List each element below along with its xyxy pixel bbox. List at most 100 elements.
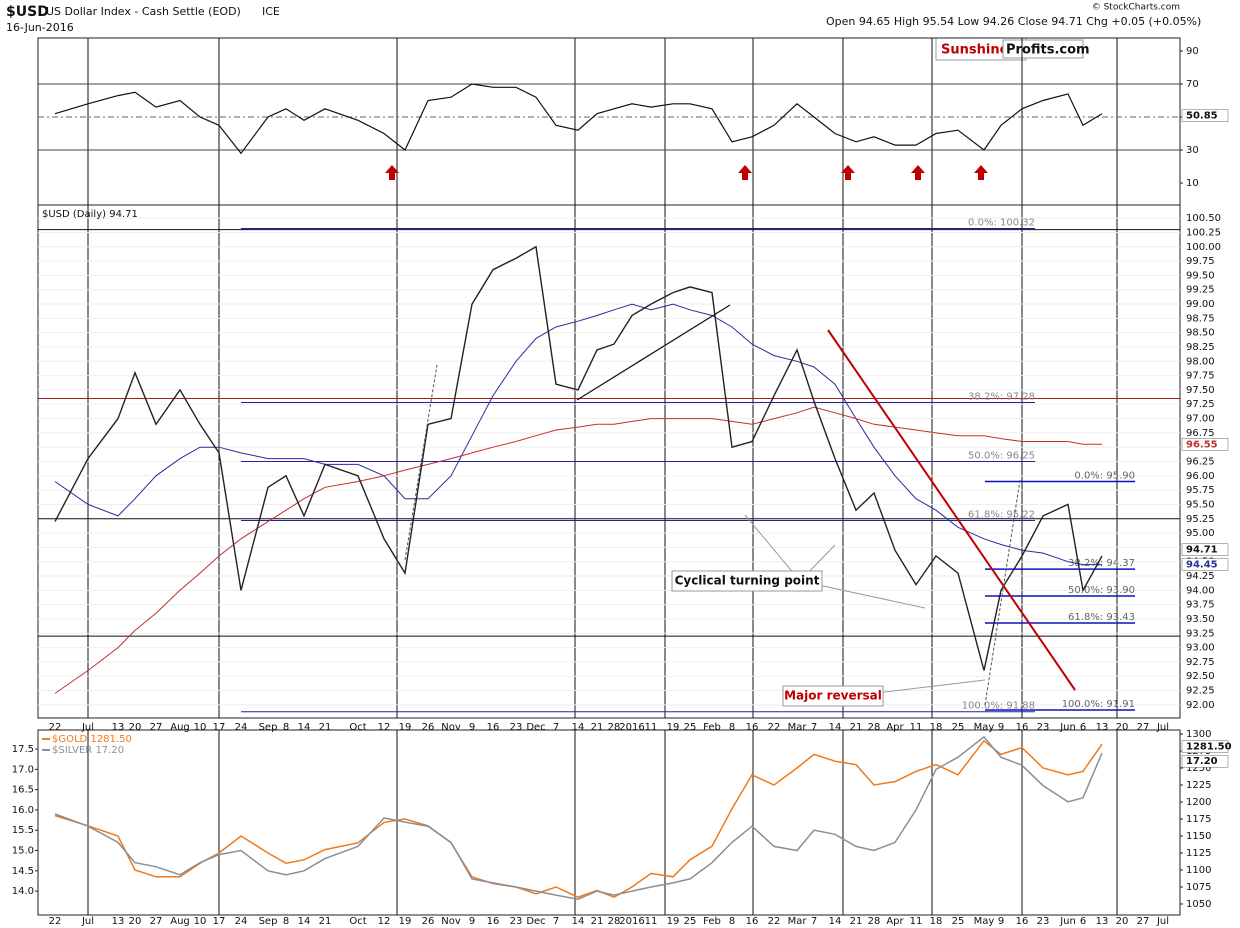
x-tick-label: Jun — [1059, 916, 1076, 927]
x-tick-label: Feb — [703, 722, 721, 733]
x-tick-label: 25 — [684, 916, 697, 927]
x-tick-label: 27 — [1137, 722, 1150, 733]
red-arrow — [385, 165, 399, 180]
instrument-name: US Dollar Index - Cash Settle (EOD) — [46, 5, 241, 18]
x-tick-label: 7 — [553, 722, 559, 733]
price-tick-label: 94.00 — [1186, 585, 1215, 596]
x-tick-label: 18 — [930, 916, 943, 927]
x-tick-label: 7 — [811, 722, 817, 733]
metal-line — [54, 735, 1103, 900]
red-arrow — [974, 165, 988, 180]
x-tick-label: Mar — [788, 722, 808, 733]
price-tick-label: 96.00 — [1186, 471, 1215, 482]
gold-tick-label: 1175 — [1186, 814, 1211, 825]
x-tick-label: Aug — [170, 722, 190, 733]
price-tick-label: 97.00 — [1186, 414, 1215, 425]
x-tick-label: 11 — [645, 916, 658, 927]
x-tick-label: Feb — [703, 916, 721, 927]
x-tick-label: 20 — [1116, 722, 1129, 733]
x-tick-label: 6 — [1080, 916, 1086, 927]
silver-tick-label: 16.0 — [12, 805, 34, 816]
x-tick-label: 16 — [487, 722, 500, 733]
x-tick-label: 16 — [1016, 916, 1029, 927]
x-tick-label: 28 — [868, 722, 881, 733]
x-tick-label: Nov — [441, 722, 461, 733]
annotation-box — [671, 570, 823, 592]
legend-name: $USD (Daily) — [42, 209, 106, 220]
x-tick-label: 27 — [150, 722, 163, 733]
x-tick-label: Dec — [526, 722, 545, 733]
x-tick-label: 21 — [591, 916, 604, 927]
fib-label: 50.0%: 96.25 — [968, 451, 1035, 462]
x-tick-label: 25 — [952, 916, 965, 927]
fib-label-short: 50.0%: 93.90 — [1068, 585, 1135, 596]
gold-tick-label: 1050 — [1186, 899, 1211, 910]
price-legend: $USD (Daily) 94.71 — [42, 209, 138, 220]
x-tick-label: 26 — [422, 916, 435, 927]
x-tick-label: 9 — [469, 916, 475, 927]
x-tick-label: 23 — [1037, 916, 1050, 927]
x-tick-label: Jul — [81, 916, 94, 927]
x-tick-label: 23 — [1037, 722, 1050, 733]
x-tick-label: 19 — [399, 916, 412, 927]
dash-line — [984, 479, 1021, 706]
x-tick-label: 21 — [591, 722, 604, 733]
fib-label: 100.0%: 91.88 — [962, 701, 1035, 712]
ohlc: Open 94.65 High 95.54 Low 94.26 Close 94… — [826, 15, 1201, 28]
metals-panel — [37, 729, 1181, 916]
x-tick-label: 16 — [487, 916, 500, 927]
silver-tick-label: 16.5 — [12, 785, 34, 796]
x-tick-label: 23 — [510, 722, 523, 733]
red-arrow — [738, 165, 752, 180]
x-tick-label: 7 — [553, 916, 559, 927]
annotation-box — [782, 685, 884, 707]
price-last-box — [1181, 543, 1229, 556]
date: 16-Jun-2016 — [6, 21, 74, 34]
x-tick-label: 11 — [645, 722, 658, 733]
silver-tick-label: 15.0 — [12, 845, 34, 856]
fib-label-short: 100.0%: 91.91 — [1062, 699, 1135, 710]
x-tick-label: 24 — [235, 916, 248, 927]
gold-tick-label: 1200 — [1186, 797, 1211, 808]
x-tick-label: 17 — [213, 916, 226, 927]
gold-tick-label: 1075 — [1186, 882, 1211, 893]
price-tick-label: 100.25 — [1186, 227, 1221, 238]
x-tick-label: 8 — [283, 916, 289, 927]
price-tick-label: 100.00 — [1186, 242, 1221, 253]
x-tick-label: 14 — [298, 916, 311, 927]
x-tick-label: 14 — [572, 916, 585, 927]
x-tick-label: 20 — [129, 722, 142, 733]
black-trendline — [576, 304, 731, 401]
metal-last: 1281.50 — [1186, 742, 1232, 753]
x-tick-label: 14 — [829, 916, 842, 927]
x-tick-label: Apr — [886, 916, 904, 927]
price-tick-label: 98.00 — [1186, 356, 1215, 367]
price-tick-label: 98.75 — [1186, 313, 1215, 324]
x-tick-label: 13 — [1096, 722, 1109, 733]
legend-name: $GOLD — [52, 734, 88, 745]
x-tick-label: 14 — [829, 722, 842, 733]
price-tick-label: 93.75 — [1186, 600, 1215, 611]
x-tick-label: Oct — [349, 722, 366, 733]
annotation: Cyclical turning point — [675, 574, 820, 588]
silver-tick-label: 17.5 — [12, 744, 34, 755]
x-tick-label: 2016 — [619, 916, 644, 927]
x-tick-label: 18 — [930, 722, 943, 733]
x-tick-label: 22 — [768, 722, 781, 733]
x-tick-label: May — [974, 722, 995, 733]
gold-tick-label: 1300 — [1186, 729, 1211, 740]
gold-tick-label: 1100 — [1186, 865, 1211, 876]
logo-box2 — [1002, 39, 1084, 59]
x-tick-label: Mar — [788, 916, 808, 927]
price-tick-label: 92.25 — [1186, 686, 1215, 697]
gold-tick-label: 1150 — [1186, 831, 1211, 842]
x-tick-label: 16 — [746, 916, 759, 927]
fib-label: 61.8%: 95.22 — [968, 509, 1035, 520]
rsi-tick-label: 10 — [1186, 178, 1199, 189]
x-tick-label: 11 — [910, 722, 923, 733]
x-tick-label: 9 — [998, 916, 1004, 927]
x-tick-label: 9 — [469, 722, 475, 733]
fib-label: 38.2%: 97.28 — [968, 392, 1035, 403]
x-tick-label: Apr — [886, 722, 904, 733]
